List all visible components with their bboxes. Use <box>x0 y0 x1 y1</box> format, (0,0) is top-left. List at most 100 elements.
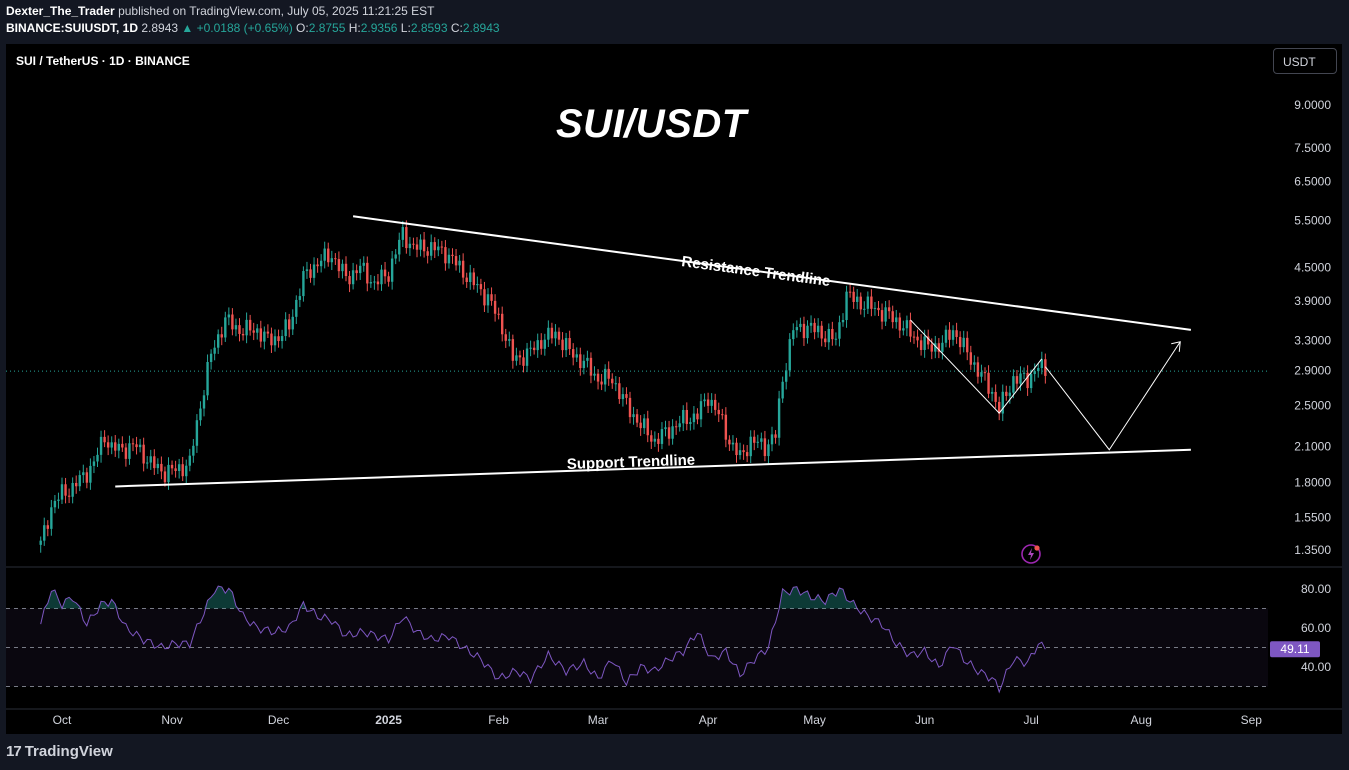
candle-body <box>92 461 96 466</box>
candle-body <box>863 308 866 310</box>
candle-body <box>380 269 383 285</box>
candle-body <box>529 347 532 349</box>
time-tick-label: 2025 <box>375 713 402 727</box>
candle-body <box>490 294 493 301</box>
candle-body <box>277 336 280 342</box>
candle-body <box>802 323 806 339</box>
candle-body <box>611 378 614 384</box>
candle-body <box>188 455 191 466</box>
candle-body <box>792 330 795 340</box>
candle-body <box>177 464 181 471</box>
time-tick-label: Nov <box>161 713 182 727</box>
projected-path <box>1044 341 1181 451</box>
time-tick-label: May <box>803 713 826 727</box>
candle-body <box>969 352 972 365</box>
ohlc-line: BINANCE:SUIUSDT, 1D 2.8943 ▲ +0.0188 (+0… <box>6 21 500 35</box>
candle-body <box>71 482 74 497</box>
candle-body <box>628 397 632 418</box>
low-value: 2.8593 <box>410 21 448 35</box>
candle-body <box>682 409 685 424</box>
candle-body <box>451 254 454 257</box>
candle-body <box>717 409 720 415</box>
candle-body <box>497 313 500 315</box>
candle-body <box>667 427 671 439</box>
candle-body <box>600 381 603 385</box>
candle-body <box>738 450 742 456</box>
candle-body <box>53 500 57 508</box>
author-name[interactable]: Dexter_The_Trader <box>6 4 115 18</box>
candle-body <box>348 276 351 285</box>
candle-body <box>128 443 131 459</box>
candle-body <box>422 239 426 252</box>
candle-body <box>121 443 124 448</box>
tradingview-logo[interactable]: 17 TradingView <box>6 743 113 760</box>
candle-body <box>536 340 539 351</box>
candle-body <box>46 525 49 529</box>
currency-button[interactable]: USDT <box>1273 48 1337 74</box>
low-label: L: <box>400 21 411 35</box>
symbol-id: BINANCE:SUIUSDT, 1D <box>6 21 139 35</box>
candle-body <box>85 472 89 483</box>
time-tick-label: Jul <box>1023 713 1038 727</box>
candle-body <box>273 336 277 346</box>
time-tick-label: Feb <box>488 713 509 727</box>
candle-body <box>799 323 802 328</box>
candle-body <box>582 360 586 369</box>
candle-body <box>213 347 216 354</box>
candle-body <box>458 260 461 266</box>
candle-body <box>710 399 713 406</box>
price-change: ▲ +0.0188 (+0.65%) <box>181 21 293 35</box>
candle-body <box>138 444 142 448</box>
candle-body <box>703 399 706 402</box>
candle-body <box>944 329 948 343</box>
candle-body <box>82 472 85 476</box>
candle-body <box>543 339 546 349</box>
candle-body <box>518 355 522 358</box>
candle-body <box>170 464 174 469</box>
candle-body <box>898 317 901 331</box>
candle-body <box>575 354 578 358</box>
candle-body <box>554 331 557 339</box>
candle-body <box>976 362 980 377</box>
candle-body <box>319 260 323 267</box>
time-tick-label: Oct <box>53 713 72 727</box>
price-tick-label: 6.5000 <box>1294 174 1331 188</box>
candle-body <box>1026 372 1029 389</box>
chart-svg[interactable]: 9.0000 7.5000 6.5000 5.5000 4.5000 3.9000 3.30… <box>6 44 1342 734</box>
candle-body <box>461 260 465 278</box>
candle-body <box>1019 373 1022 384</box>
candle-body <box>245 319 248 336</box>
candle-body <box>515 355 518 361</box>
candle-body <box>185 465 188 477</box>
candle-body <box>856 296 859 302</box>
rsi-tick-label: 40.00 <box>1301 660 1331 674</box>
candle-body <box>469 272 472 283</box>
candle-body <box>415 244 419 250</box>
candle-body <box>724 414 728 440</box>
flash-icon[interactable] <box>1020 543 1042 565</box>
support-label: Support Trendline <box>567 452 696 473</box>
candle-body <box>905 320 909 329</box>
candle-body <box>866 296 870 309</box>
candle-body <box>412 243 415 245</box>
candle-body <box>916 336 919 341</box>
candle-body <box>1044 359 1047 376</box>
candle-body <box>532 347 536 351</box>
candle-body <box>419 239 422 250</box>
candle-body <box>721 414 724 416</box>
candle-body <box>78 475 81 487</box>
candle-body <box>880 310 884 322</box>
candle-body <box>206 362 209 396</box>
candle-body <box>593 373 596 376</box>
rsi-overbought-fill <box>40 586 1046 609</box>
candle-body <box>149 456 152 463</box>
candle-body <box>209 353 213 363</box>
candle-body <box>909 320 912 337</box>
candle-body <box>401 227 404 240</box>
chart-panel[interactable]: 9.0000 7.5000 6.5000 5.5000 4.5000 3.9000 3.30… <box>6 44 1342 734</box>
candle-body <box>664 427 667 430</box>
price-tick-label: 2.5000 <box>1294 398 1331 412</box>
candle-body <box>135 444 138 448</box>
candle-body <box>131 443 135 445</box>
candle-body <box>408 243 412 249</box>
